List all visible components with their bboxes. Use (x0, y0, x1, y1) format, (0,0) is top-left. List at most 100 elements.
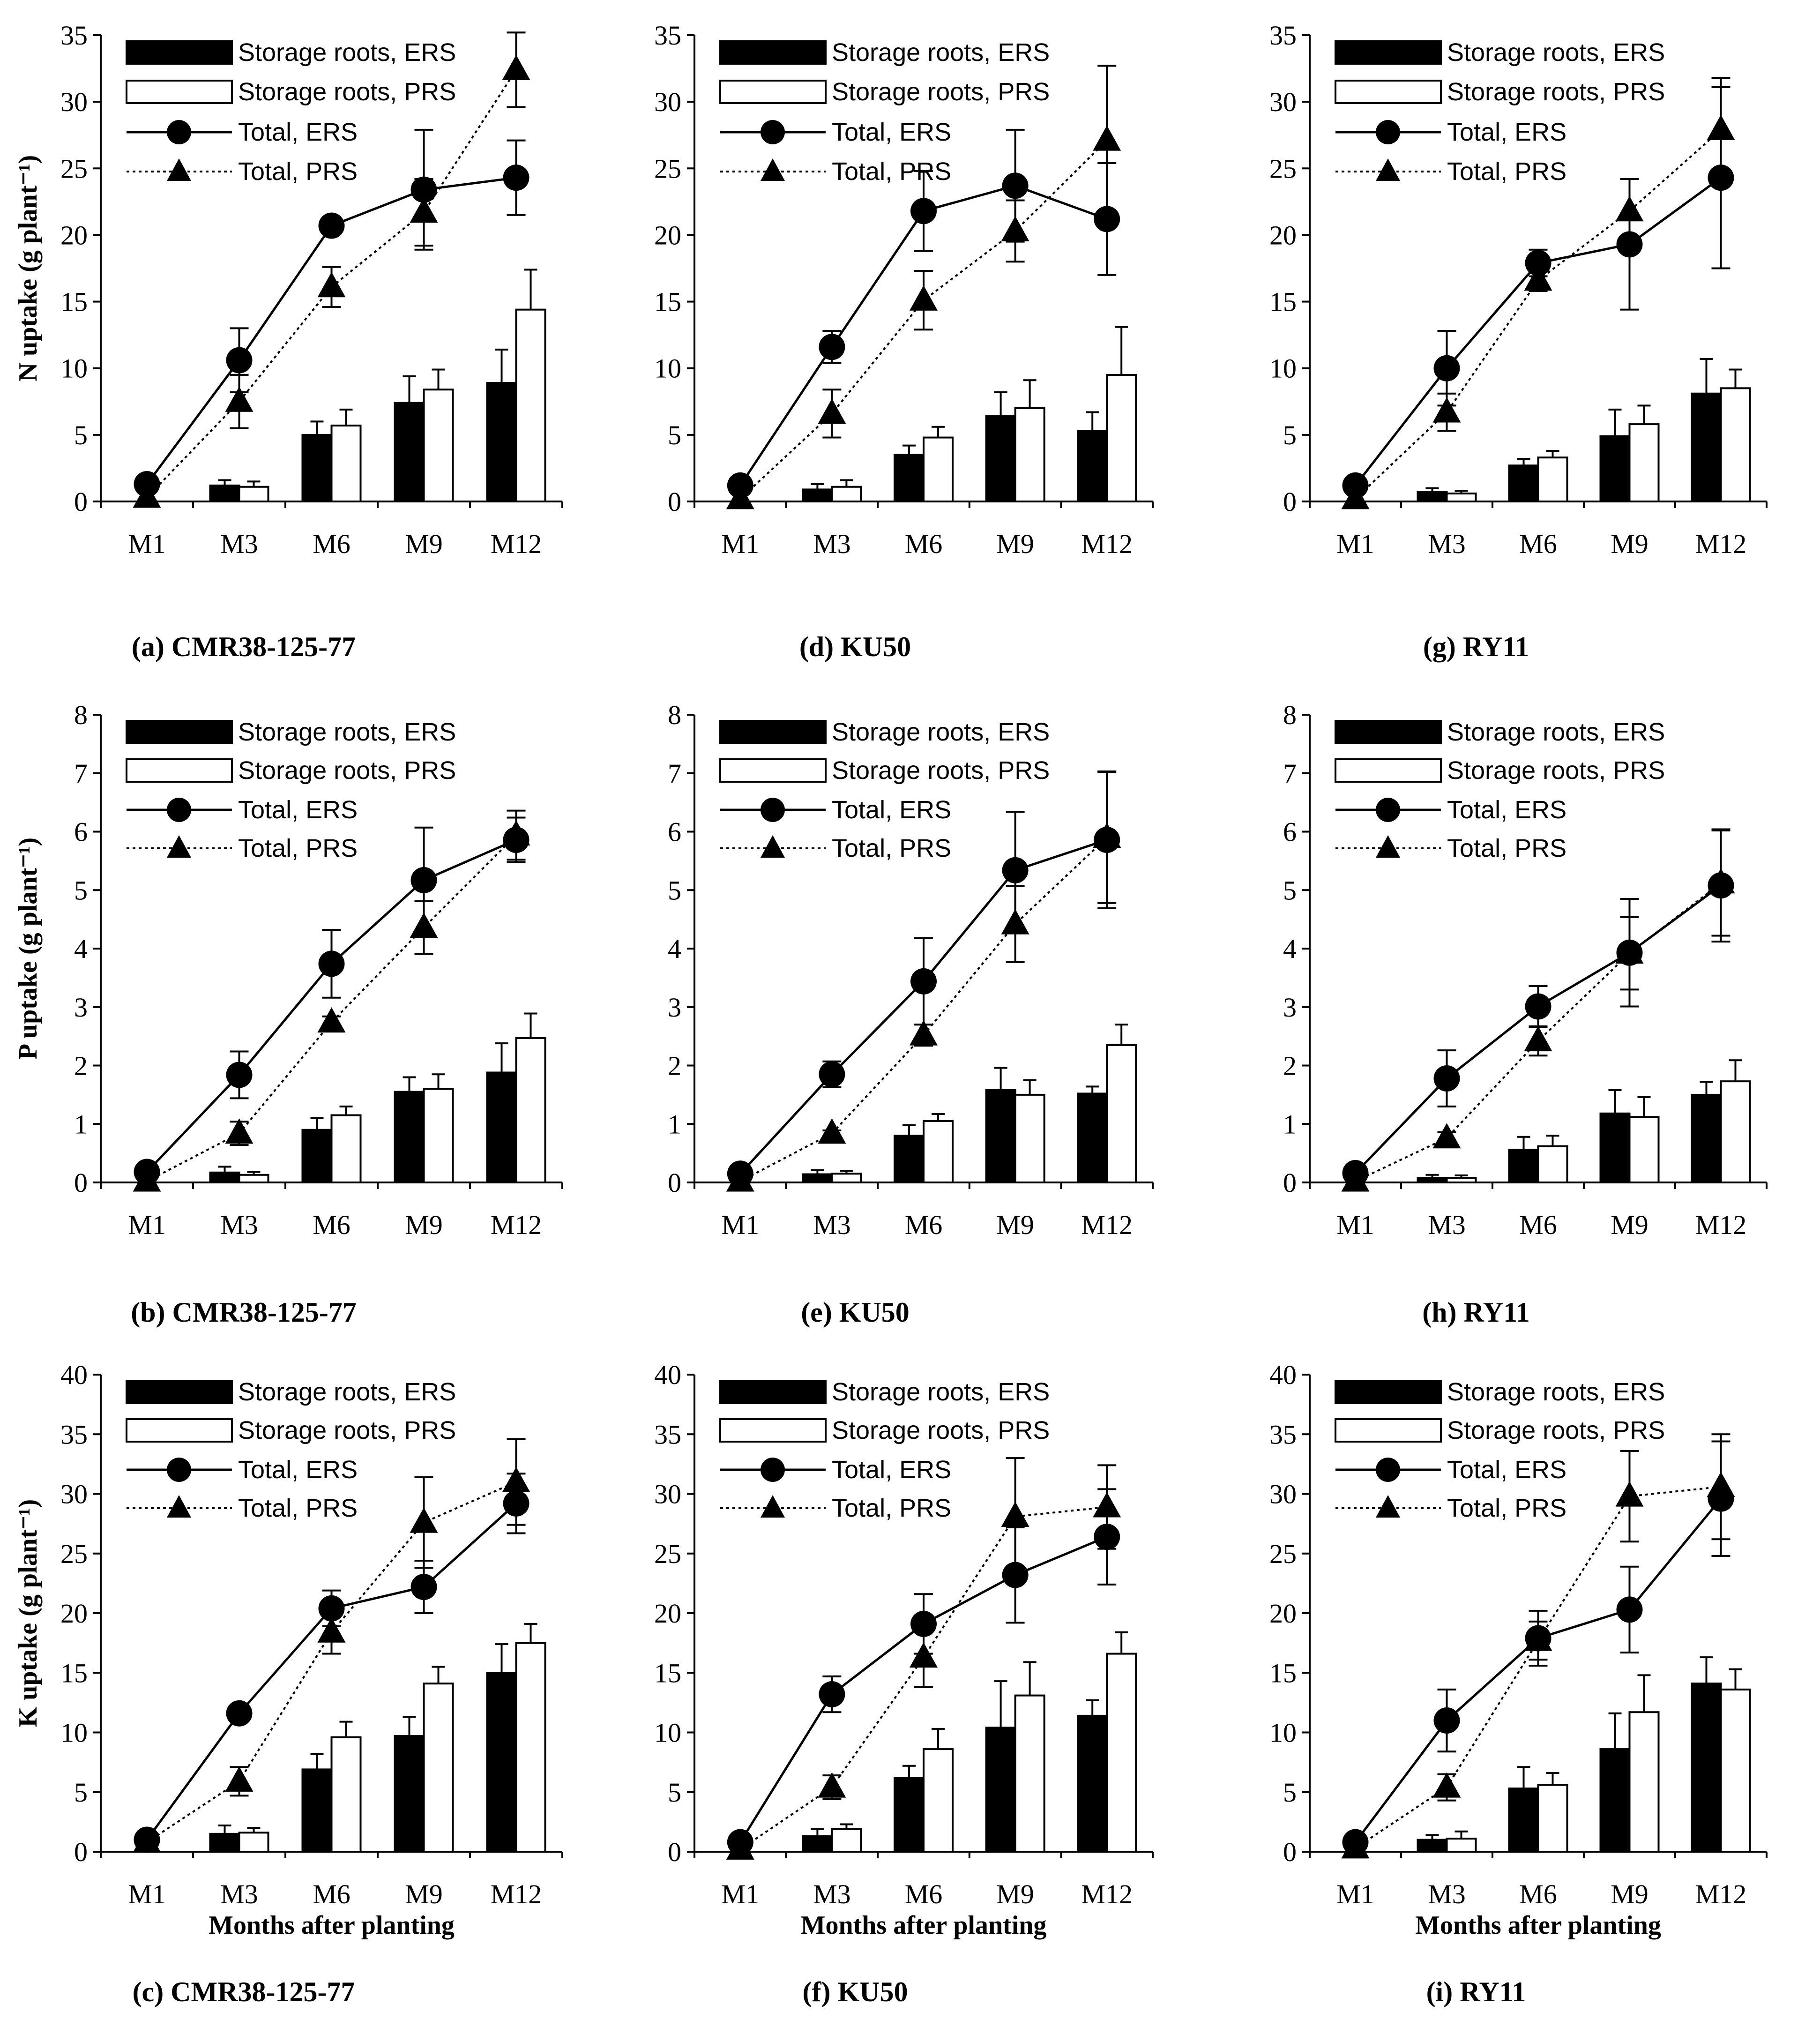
x-tick-label: M1 (1336, 1879, 1374, 1909)
legend-marker-prs (761, 835, 785, 858)
chart-panel-c: 0 5 10 15 20 25 30 35 40 M1 M3 M6 M9 M12 Storage roots… (14, 1360, 563, 2007)
bar-ers (985, 415, 1016, 502)
bar-ers (894, 454, 925, 502)
x-tick-label: M1 (128, 529, 166, 559)
y-tick-label: 15 (654, 1658, 681, 1688)
x-tick-label: M1 (128, 1879, 166, 1909)
chart-panel-f: 0 5 10 15 20 25 30 35 40 M1 M3 M6 M9 M12 Storage roots… (654, 1360, 1154, 2007)
point-total-prs (910, 1020, 938, 1046)
legend-label: Storage roots, ERS (832, 1378, 1050, 1406)
panel-caption: (c) CMR38-125-77 (133, 1976, 355, 2007)
point-total-ers (226, 1700, 253, 1727)
x-tick-label: M1 (722, 529, 760, 559)
legend-swatch-prs (126, 1418, 233, 1443)
bar-ers (301, 1129, 333, 1184)
y-tick-label: 20 (654, 1598, 681, 1629)
y-tick-label: 0 (1283, 1837, 1297, 1867)
x-tick-label: M9 (405, 529, 443, 559)
y-tick-label: 20 (60, 220, 88, 250)
point-total-ers (1525, 993, 1551, 1020)
y-tick-label: 30 (60, 87, 88, 117)
panel-caption: (i) RY11 (1426, 1976, 1526, 2007)
bar-prs (1720, 1080, 1751, 1184)
legend-label: Total, PRS (1447, 1494, 1566, 1522)
panel-caption: (b) CMR38-125-77 (131, 1297, 357, 1328)
y-tick-label: 5 (668, 875, 681, 905)
point-total-prs (910, 285, 938, 311)
bar-ers (1599, 1748, 1631, 1853)
x-tick-label: M6 (313, 529, 351, 559)
y-tick-label: 4 (668, 934, 681, 964)
y-tick-label: 8 (1283, 700, 1297, 730)
point-total-prs (726, 484, 754, 509)
y-tick-label: 0 (74, 1167, 88, 1198)
y-tick-label: 1 (74, 1109, 88, 1139)
y-tick-label: 7 (1283, 758, 1297, 789)
bar-ers (394, 402, 425, 503)
legend-swatch-prs (126, 758, 233, 783)
legend-swatch-ers (719, 1380, 827, 1404)
point-total-prs (1093, 125, 1121, 151)
legend-label: Storage roots, ERS (1447, 718, 1665, 746)
legend-label: Total, PRS (1447, 834, 1566, 862)
bar-prs (423, 1088, 454, 1183)
legend-label: Total, ERS (238, 796, 358, 824)
y-tick-label: 10 (1269, 1718, 1297, 1748)
y-tick-label: 5 (74, 420, 88, 450)
bar-ers (1417, 1839, 1448, 1853)
legend-swatch-prs (719, 1418, 827, 1443)
point-total-ers (1433, 1707, 1460, 1734)
x-tick-label: M12 (491, 1210, 542, 1240)
legend-marker-ers (167, 798, 191, 822)
legend-label: Storage roots, PRS (832, 1416, 1050, 1444)
point-total-prs (225, 1118, 254, 1144)
point-total-prs (1615, 196, 1644, 222)
legend: Storage roots, ERS Storage roots, PRS Tota… (719, 718, 1050, 862)
legend-swatch-prs (1335, 1418, 1442, 1443)
x-tick-label: M9 (405, 1210, 443, 1240)
legend: Storage roots, ERS Storage roots, PRS Tota… (719, 1378, 1050, 1522)
bar-prs (1720, 1688, 1751, 1853)
point-total-ers (226, 347, 253, 374)
point-total-ers (1616, 1596, 1643, 1623)
panel-caption: (d) KU50 (799, 631, 911, 662)
y-tick-label: 10 (1269, 353, 1297, 384)
legend: Storage roots, ERS Storage roots, PRS Tota… (126, 718, 456, 862)
legend-label: Total, PRS (832, 1494, 951, 1522)
legend-marker-prs (761, 1495, 785, 1518)
y-tick-label: 35 (654, 1419, 681, 1450)
y-tick-label: 35 (60, 1419, 88, 1450)
legend-marker-ers (761, 798, 785, 822)
legend-swatch-ers (1335, 1380, 1442, 1404)
bar-ers (894, 1777, 925, 1853)
x-axis-title: Months after planting (801, 1911, 1047, 1940)
bar-ers (802, 1835, 833, 1853)
bar-ers (985, 1727, 1016, 1853)
bar-prs (1446, 492, 1477, 503)
point-total-prs (1707, 868, 1735, 894)
point-total-ers (819, 1061, 845, 1088)
legend-label: Total, PRS (238, 1494, 358, 1522)
bar-ers (486, 1672, 517, 1853)
bar-ers (1599, 435, 1631, 503)
y-tick-label: 15 (1269, 287, 1297, 317)
point-total-ers (910, 1610, 937, 1637)
panel-caption: (h) RY11 (1422, 1297, 1530, 1328)
legend-marker-prs (167, 158, 191, 181)
point-total-prs (1093, 822, 1121, 848)
x-tick-label: M9 (1611, 1210, 1648, 1240)
point-total-ers (910, 198, 937, 224)
y-tick-label: 20 (654, 220, 681, 250)
x-tick-label: M9 (996, 1879, 1034, 1909)
bar-ers (802, 1173, 833, 1183)
bar-prs (923, 1120, 954, 1183)
point-total-prs (225, 1766, 254, 1792)
legend: Storage roots, ERS Storage roots, PRS Tota… (1335, 1378, 1665, 1522)
y-tick-label: 20 (1269, 220, 1297, 250)
point-total-prs (1341, 484, 1370, 509)
point-total-ers (1433, 1065, 1460, 1092)
x-tick-label: M9 (996, 529, 1034, 559)
legend-swatch-ers (1335, 720, 1442, 744)
